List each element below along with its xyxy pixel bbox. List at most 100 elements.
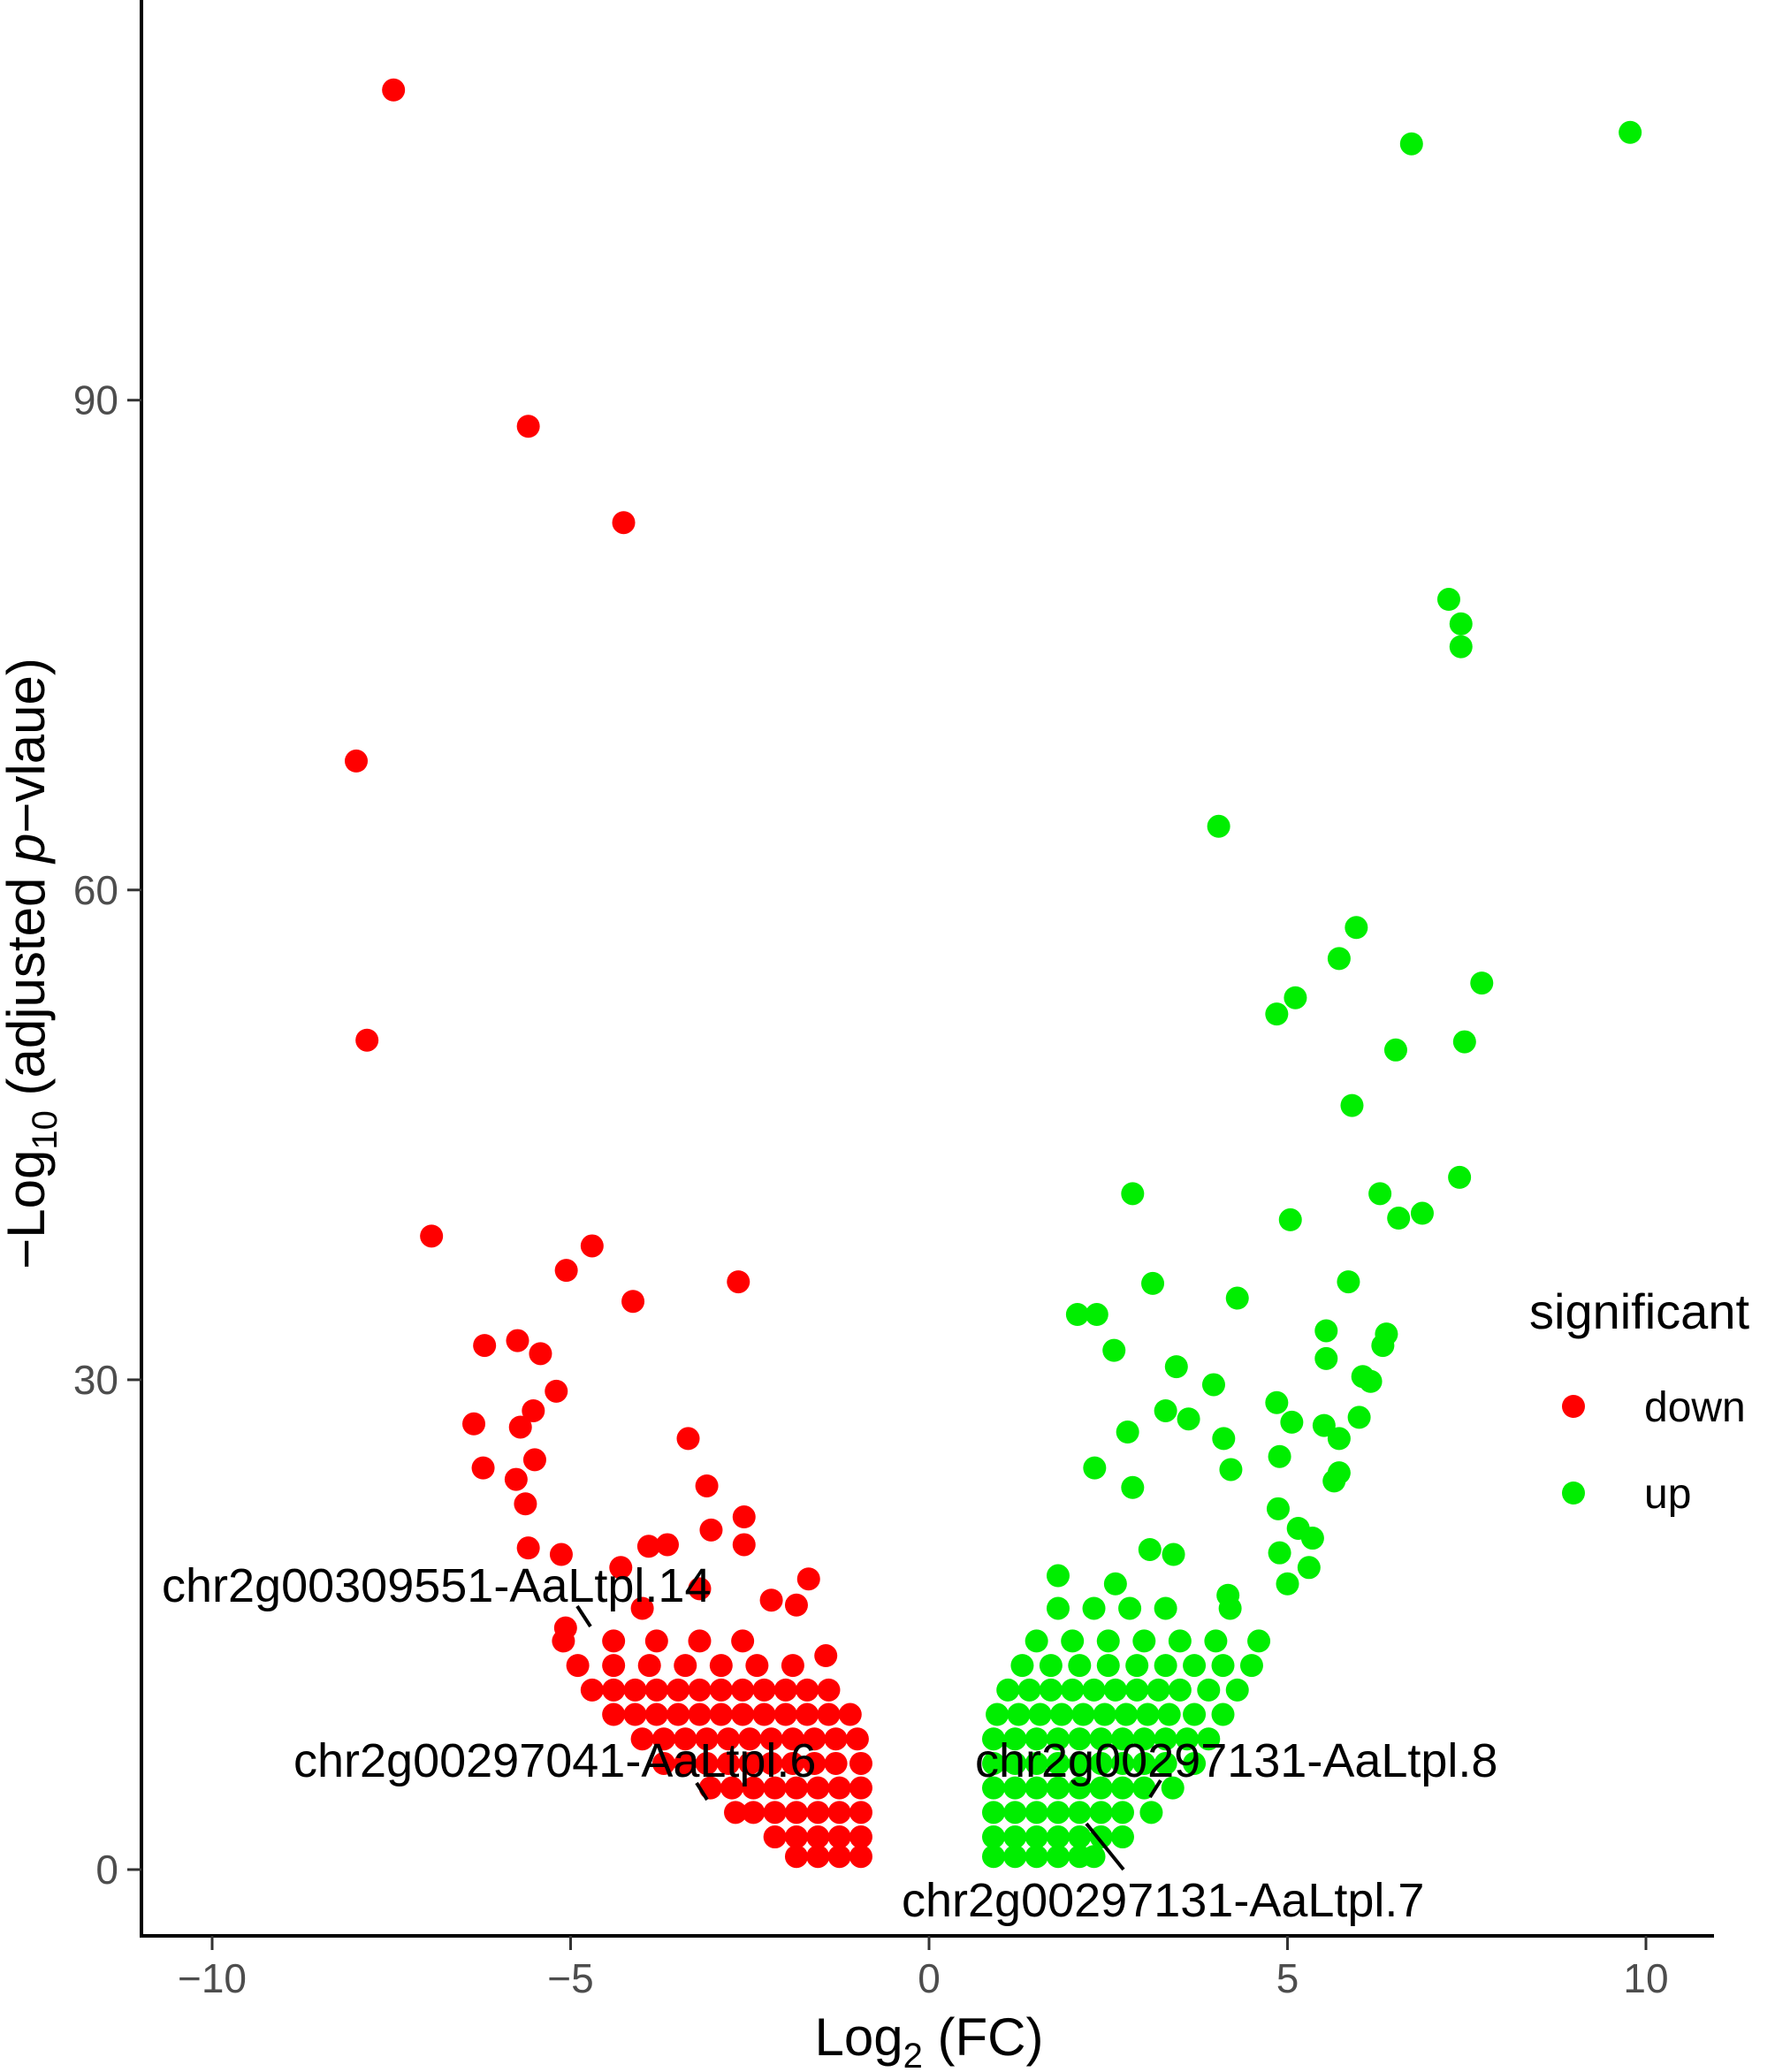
annotation-leader-line [1148,1779,1162,1799]
point-down [773,1678,797,1702]
point-up [1183,1703,1207,1726]
point-down [602,1629,626,1653]
point-down [580,1234,604,1258]
point-down [827,1801,851,1824]
point-down [602,1654,626,1678]
point-up [1046,1825,1070,1849]
point-up [1065,1303,1089,1327]
point-down [849,1776,872,1800]
point-up [1050,1703,1074,1726]
point-down [738,1751,762,1775]
point-up [1110,1825,1134,1849]
point-up [1284,986,1307,1009]
point-down [473,1334,497,1358]
point-down [738,1727,762,1751]
point-down [784,1776,808,1800]
point-up [1046,1727,1070,1751]
point-up [1121,1475,1145,1499]
point-down [838,1703,862,1726]
point-up [1071,1703,1095,1726]
point-up [1136,1703,1160,1726]
point-up [1387,1207,1411,1230]
point-up [1061,1678,1085,1702]
point-up [1139,1801,1163,1824]
point-up [1017,1678,1041,1702]
point-up [1116,1421,1139,1444]
point-down [699,1518,723,1542]
point-up [1168,1678,1192,1702]
x-tick-label: −5 [547,1955,593,2001]
x-tick-label: −10 [178,1955,247,2001]
annotation-leader-line [695,1781,709,1802]
point-down [688,1703,712,1726]
point-down [817,1678,841,1702]
point-up [1340,1093,1364,1117]
y-tick-label: 90 [73,377,118,423]
point-up [1125,1654,1149,1678]
y-tick-label: 30 [73,1357,118,1403]
point-up [1115,1703,1139,1726]
point-down [602,1703,626,1726]
point-up [1068,1801,1092,1824]
point-down [355,1028,379,1052]
point-up [1154,1654,1177,1678]
point-down [674,1654,697,1678]
point-down [720,1776,743,1800]
point-up [1132,1751,1156,1775]
point-up [1266,1497,1290,1520]
point-down [731,1629,755,1653]
annotation-label: chr2g00297131-AaLtpl.7 [902,1874,1424,1927]
point-down [716,1751,740,1775]
point-down [516,415,540,438]
point-up [1089,1776,1113,1800]
point-up [1197,1727,1221,1751]
point-down [727,1270,750,1294]
point-down [784,1801,808,1824]
point-up [1359,1369,1383,1393]
point-down [827,1825,851,1849]
point-up [1046,1776,1070,1800]
point-up [1025,1845,1048,1869]
point-down [636,1535,660,1558]
point-up [981,1845,1005,1869]
point-down [845,1727,869,1751]
point-up [1449,612,1473,636]
point-down [759,1751,783,1775]
point-up [1082,1596,1106,1620]
y-tick-label: 60 [73,867,118,913]
point-up [1096,1654,1120,1678]
point-up [981,1751,1005,1775]
point-down [545,1379,568,1403]
point-up [1410,1201,1434,1225]
point-up [981,1825,1005,1849]
point-up [1327,947,1351,971]
point-up [1039,1678,1063,1702]
point-up [1147,1678,1170,1702]
point-up [1197,1678,1221,1702]
legend-key-up [1562,1482,1585,1504]
point-down [806,1845,830,1869]
point-down [630,1727,654,1751]
point-up [1314,1346,1338,1370]
point-up [1003,1825,1027,1849]
point-down [849,1825,872,1849]
point-up [1010,1654,1034,1678]
point-down [621,1290,645,1314]
point-up [1003,1727,1027,1751]
point-up [1470,971,1494,995]
point-up [1025,1751,1048,1775]
point-down [814,1644,838,1668]
point-down [695,1474,719,1497]
point-down [667,1703,690,1726]
point-up [1265,1390,1289,1414]
point-down [732,1533,756,1557]
point-down [742,1801,766,1824]
legend-label-up: up [1644,1471,1691,1518]
point-down [709,1654,733,1678]
point-up [1161,1776,1185,1800]
point-up [1177,1407,1200,1431]
annotation-label: chr2g00309551-AaLtpl.14 [162,1559,712,1612]
point-up [1225,1678,1249,1702]
point-down [516,1536,540,1560]
point-down [796,1703,819,1726]
